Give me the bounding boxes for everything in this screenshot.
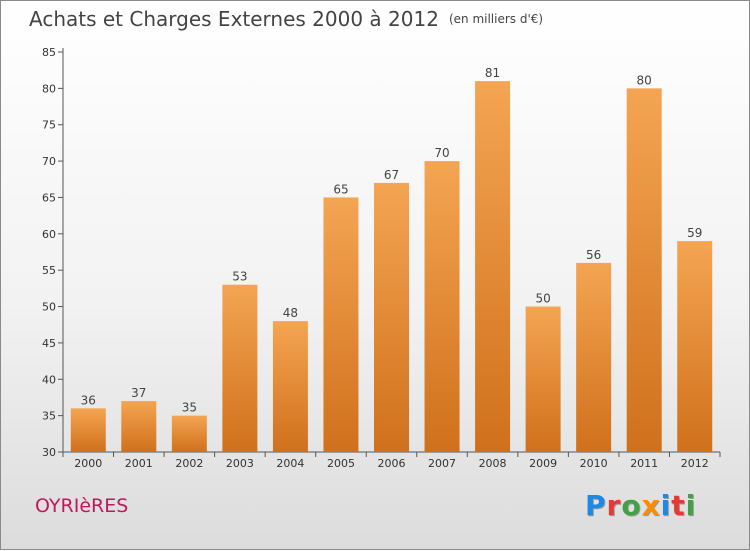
bar — [475, 81, 511, 452]
bar — [272, 321, 308, 452]
x-tick-label: 2000 — [74, 457, 102, 470]
logo-letter: i — [660, 489, 672, 522]
y-tick-label: 45 — [42, 337, 56, 350]
x-tick-label: 2004 — [276, 457, 304, 470]
x-tick-label: 2002 — [175, 457, 203, 470]
title-text: Achats et Charges Externes 2000 à 2012 — [29, 7, 439, 31]
logo-letter: t — [671, 489, 686, 522]
y-tick-label: 70 — [42, 155, 56, 168]
bar — [171, 415, 207, 452]
x-tick-label: 2006 — [378, 457, 406, 470]
bar — [525, 306, 561, 452]
value-label: 53 — [232, 270, 247, 284]
x-tick-label: 2009 — [529, 457, 557, 470]
bar — [626, 88, 662, 452]
bar — [222, 284, 258, 452]
proxiti-logo: Proxiti — [585, 489, 696, 522]
x-tick-label: 2008 — [479, 457, 507, 470]
x-tick-label: 2005 — [327, 457, 355, 470]
value-label: 67 — [384, 168, 399, 182]
value-label: 65 — [333, 182, 348, 196]
y-tick-label: 55 — [42, 264, 56, 277]
y-tick-label: 80 — [42, 82, 56, 95]
x-tick-label: 2011 — [630, 457, 658, 470]
value-label: 37 — [131, 386, 146, 400]
value-label: 56 — [586, 248, 601, 262]
bar — [374, 182, 409, 452]
bar — [576, 262, 612, 452]
bar — [121, 401, 157, 452]
y-tick-label: 50 — [42, 301, 56, 314]
y-tick-label: 60 — [42, 228, 56, 241]
value-label: 81 — [485, 66, 500, 80]
y-tick-label: 40 — [42, 373, 56, 386]
logo-letter: P — [585, 489, 607, 522]
logo-letter: i — [685, 489, 697, 522]
chart-value-labels: 36 37 35 53 48 65 67 70 81 50 56 80 59 — [81, 66, 703, 415]
chart-subtitle: (en milliers d'€) — [448, 12, 544, 26]
value-label: 36 — [81, 393, 96, 407]
logo-letter: o — [621, 489, 642, 522]
bar — [677, 241, 713, 452]
bar — [70, 408, 106, 452]
x-tick-label: 2010 — [580, 457, 608, 470]
x-tick-label: 2001 — [125, 457, 153, 470]
chart-bars — [70, 81, 713, 452]
value-label: 80 — [637, 73, 652, 87]
chart-axes: 30 35 40 45 50 55 60 65 70 75 80 85 2000 2001 2002 2003… — [42, 46, 721, 470]
logo-letter: r — [606, 489, 622, 522]
x-tick-label: 2007 — [428, 457, 456, 470]
location-label: OYRIèRES — [35, 495, 129, 517]
value-label: 59 — [687, 226, 702, 240]
y-tick-label: 30 — [42, 446, 56, 459]
x-tick-label: 2012 — [681, 457, 709, 470]
x-tick-label: 2003 — [226, 457, 254, 470]
y-tick-label: 75 — [42, 119, 56, 132]
value-label: 50 — [535, 292, 550, 306]
y-tick-label: 85 — [42, 46, 56, 59]
y-tick-label: 65 — [42, 191, 56, 204]
value-label: 48 — [283, 306, 298, 320]
y-tick-label: 35 — [42, 410, 56, 423]
chart-title: Achats et Charges Externes 2000 à 2012 (e… — [29, 7, 543, 31]
logo-letter: x — [641, 489, 661, 522]
bar — [323, 197, 359, 452]
value-label: 70 — [434, 146, 449, 160]
value-label: 35 — [182, 401, 197, 415]
bar — [424, 161, 460, 452]
